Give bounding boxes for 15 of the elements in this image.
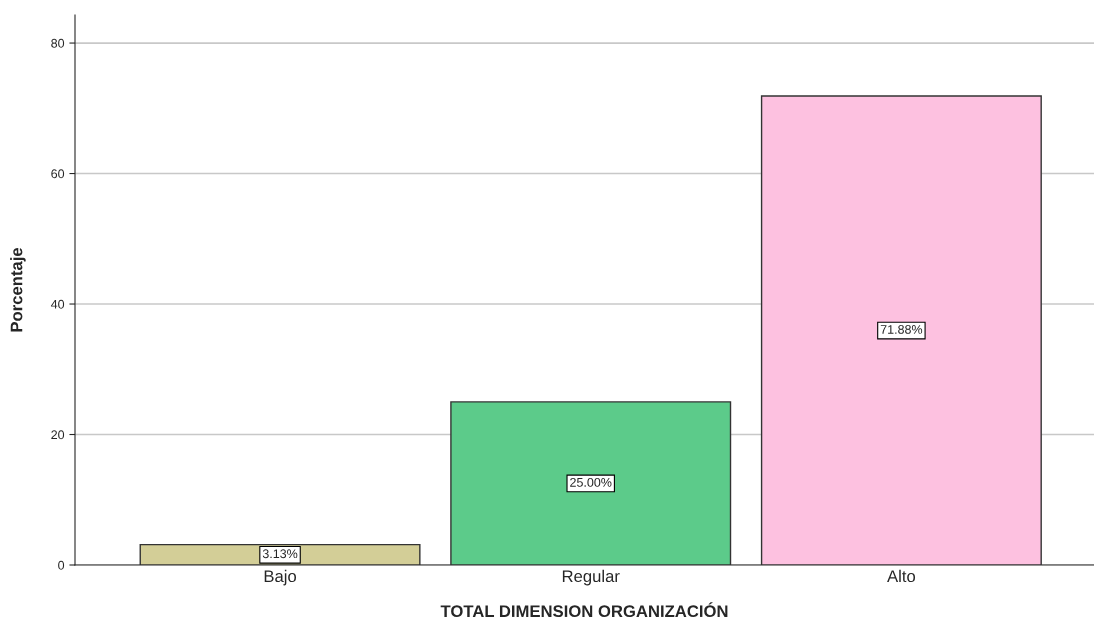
x-tick-label: Regular (562, 569, 620, 586)
y-tick-label: 80 (51, 38, 65, 48)
y-axis-title: Porcentaje (10, 247, 26, 332)
y-tick-label: 40 (50, 299, 65, 309)
y-tick-label: 0 (58, 560, 65, 570)
y-tick-label: 60 (51, 169, 65, 179)
data-label: 3.13% (262, 549, 298, 559)
x-tick-label: Alto (887, 569, 916, 583)
bar (760, 95, 1042, 565)
data-label: 25.00% (570, 477, 612, 487)
x-axis-title: TOTAL DIMENSION ORGANIZACIÓN (440, 602, 728, 618)
y-tick-label: 20 (51, 430, 65, 440)
data-label: 71.88% (880, 325, 923, 334)
x-tick-label: Bajo (264, 569, 297, 586)
bar (450, 401, 732, 565)
